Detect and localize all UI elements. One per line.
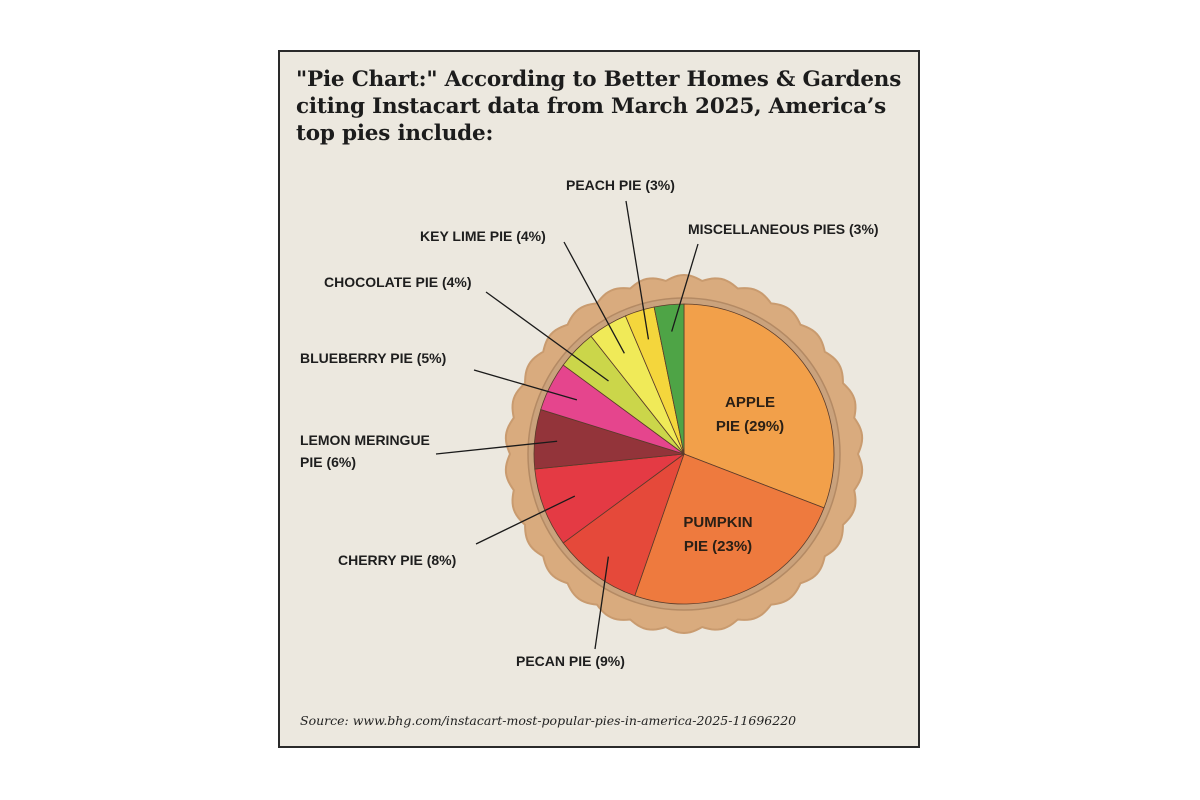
slice-label-line: PUMPKIN (683, 514, 752, 531)
pie-slice-pumpkin-pie (634, 453, 825, 605)
slice-label-key-lime-pie: KEY LIME PIE (4%) (420, 228, 546, 244)
slice-label-line: CHOCOLATE PIE (4%) (324, 274, 472, 290)
slice-label-line: PIE (6%) (300, 454, 356, 470)
slice-label-line: LEMON MERINGUE (300, 432, 430, 448)
slice-label-line: PIE (23%) (684, 538, 752, 555)
slice-label-line: PIE (29%) (716, 418, 784, 435)
slice-label-pecan-pie: PECAN PIE (9%) (516, 653, 625, 669)
slice-label-line: APPLE (725, 394, 775, 411)
leader-line-lemon-meringue-pie (435, 440, 558, 455)
pie-slice-pecan-pie (562, 452, 685, 597)
slice-label-line: CHERRY PIE (8%) (338, 552, 456, 568)
slice-label-line: PEACH PIE (3%) (566, 177, 675, 193)
slice-label-miscellaneous-pies: MISCELLANEOUS PIES (3%) (688, 221, 879, 237)
slice-label-blueberry-pie: BLUEBERRY PIE (5%) (300, 350, 446, 366)
slice-label-peach-pie: PEACH PIE (3%) (566, 177, 675, 193)
pie-slice-miscellaneous-pies (653, 303, 685, 455)
slice-label-chocolate-pie: CHOCOLATE PIE (4%) (324, 274, 472, 290)
leader-line-chocolate-pie (485, 291, 609, 382)
leader-line-key-lime-pie (563, 241, 625, 354)
slice-label-line: BLUEBERRY PIE (5%) (300, 350, 446, 366)
leader-line-peach-pie (625, 200, 650, 340)
source-citation: Source: www.bhg.com/instacart-most-popul… (300, 713, 797, 728)
slice-label-apple-pie: APPLE PIE (29%) (716, 394, 784, 435)
pie-slice-apple-pie (683, 303, 835, 509)
newspaper-clipping: "Pie Chart:" According to Better Homes &… (278, 50, 920, 748)
slice-label-line: MISCELLANEOUS PIES (3%) (688, 221, 879, 237)
leader-line-pecan-pie (594, 556, 610, 650)
chart-title: "Pie Chart:" According to Better Homes &… (296, 67, 902, 146)
leader-line-blueberry-pie (473, 369, 578, 401)
slice-label-line: KEY LIME PIE (4%) (420, 228, 546, 244)
slice-label-lemon-meringue-pie: LEMON MERINGUE PIE (6%) (300, 432, 430, 470)
slice-label-pumpkin-pie: PUMPKIN PIE (23%) (683, 514, 752, 555)
leader-line-miscellaneous-pies (671, 243, 699, 332)
slice-label-cherry-pie: CHERRY PIE (8%) (338, 552, 456, 568)
slice-label-line: PECAN PIE (9%) (516, 653, 625, 669)
pie-chart: APPLE PIE (29%) PUMPKIN PIE (23%) PECAN PIE … (300, 177, 879, 669)
leader-line-cherry-pie (475, 495, 576, 545)
